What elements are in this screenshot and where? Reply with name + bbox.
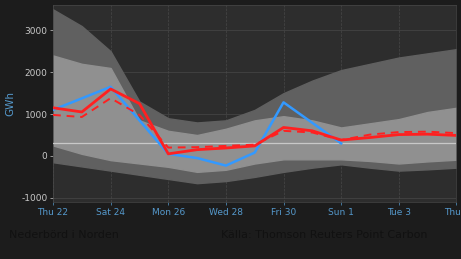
Text: Källa: Thomson Reuters Point Carbon: Källa: Thomson Reuters Point Carbon [221, 230, 428, 240]
Text: Nederbörd i Norden: Nederbörd i Norden [9, 230, 119, 240]
Y-axis label: GWh: GWh [6, 91, 16, 116]
